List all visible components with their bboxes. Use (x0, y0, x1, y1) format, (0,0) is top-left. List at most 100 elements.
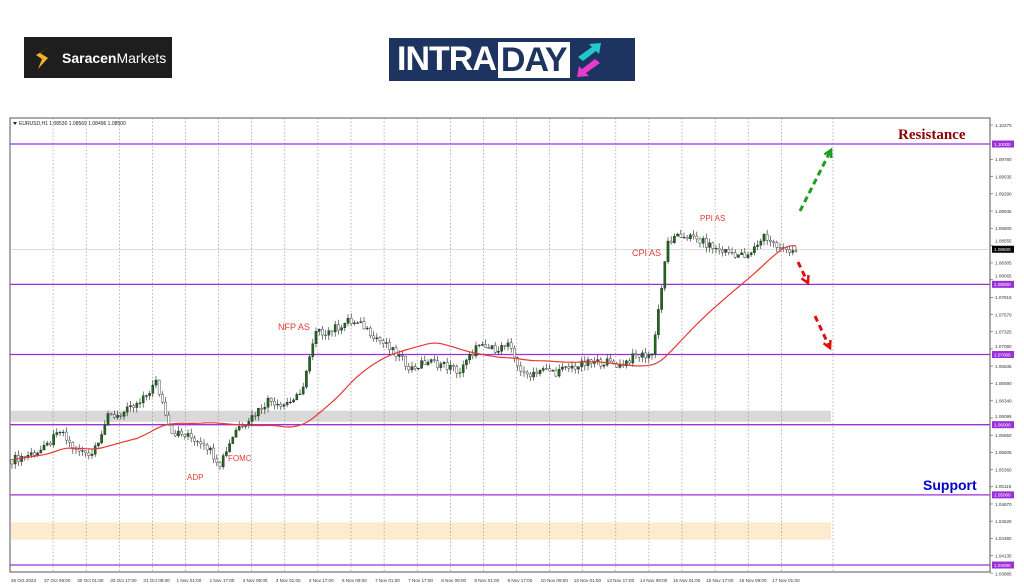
candle-body (196, 440, 199, 443)
candle-body (583, 360, 587, 366)
candle-body (714, 247, 718, 250)
candle-body (260, 407, 263, 410)
candle-body (580, 360, 583, 367)
candle-body (602, 364, 606, 367)
candle-body (733, 252, 737, 258)
candle-body (465, 359, 468, 366)
annotation-adp: ADP (187, 473, 203, 482)
candle-body (359, 321, 363, 323)
level-price-label: 1.07000 (994, 352, 1011, 357)
y-tick-label: 1.07325 (995, 330, 1012, 335)
candle-body (762, 234, 766, 242)
candle-body (548, 368, 551, 372)
candle-body (644, 352, 647, 359)
candle-body (442, 362, 446, 364)
level-price-tag (992, 280, 1014, 288)
candle-body (93, 445, 97, 455)
candle-body (61, 431, 65, 434)
candle-body (653, 334, 657, 355)
candle-body (234, 429, 238, 438)
candle-body (647, 354, 651, 359)
candle-body (173, 433, 177, 437)
candle-body (541, 368, 545, 371)
candle-body (177, 430, 180, 437)
candle-body (116, 415, 119, 418)
y-tick-label: 1.04870 (995, 502, 1012, 507)
candle-body (317, 328, 321, 332)
candle-body (532, 371, 535, 378)
candle-body (167, 414, 171, 426)
x-tick-label: 7 Nov 17:00 (408, 578, 433, 583)
y-tick-label: 1.05115 (995, 484, 1012, 489)
candle-body (45, 442, 49, 446)
candle-body (29, 452, 33, 456)
candle-body (708, 242, 711, 248)
candle-body (55, 432, 59, 435)
level-price-label: 1.08000 (994, 282, 1011, 287)
candle-body (330, 330, 334, 333)
level-price-tag (992, 351, 1014, 359)
candle-body (500, 345, 503, 352)
y-tick-label: 1.08800 (995, 226, 1012, 231)
bullish-arrow-head (823, 147, 833, 159)
candle-body (455, 366, 459, 374)
candle-body (346, 318, 350, 324)
y-tick-label: 1.07815 (995, 295, 1012, 300)
candle-body (756, 244, 759, 247)
annotation-resistance: Resistance (898, 127, 966, 143)
y-tick-label: 1.08555 (995, 239, 1012, 244)
candle-body (362, 321, 366, 330)
bearish-arrow-1-head (800, 274, 810, 286)
y-tick-label: 1.05850 (995, 433, 1012, 438)
x-tick-label: 13 Nov 17:00 (607, 578, 635, 583)
x-tick-label: 1 Nov 17:00 (210, 578, 235, 583)
candle-body (314, 331, 318, 344)
level-price-label: 1.04000 (994, 563, 1011, 568)
symbol-header: EURUSD,H1 1.08530 1.08569 1.08496 1.0850… (19, 121, 126, 127)
candle-body (327, 330, 331, 336)
candle-body (564, 366, 567, 368)
candle-body (676, 233, 679, 237)
candle-body (663, 261, 667, 289)
level-price-tag (992, 491, 1014, 499)
candle-body (778, 247, 782, 249)
y-tick-label: 1.04380 (995, 536, 1012, 541)
candle-body (263, 406, 267, 410)
candle-body (717, 247, 721, 251)
candle-body (426, 361, 430, 366)
candle-body (727, 249, 731, 253)
price-zone (11, 522, 831, 540)
candle-body (225, 451, 228, 456)
saracen-markets-logo: SaracenMarkets (24, 37, 172, 78)
candle-body (487, 347, 491, 349)
annotation-fomc: FOMC (228, 454, 252, 463)
candle-body (545, 368, 548, 370)
candle-body (759, 240, 763, 246)
candle-body (282, 404, 286, 407)
candle-body (570, 365, 574, 369)
x-tick-label: 17 Nov 01:00 (772, 578, 800, 583)
candle-body (266, 397, 270, 408)
x-tick-label: 14 Nov 09:00 (640, 578, 668, 583)
candle-body (449, 365, 452, 370)
candle-body (433, 359, 436, 361)
candle-body (634, 353, 638, 356)
candle-body (39, 449, 43, 454)
candle-body (311, 343, 315, 357)
candle-body (679, 233, 683, 238)
x-tick-label: 1 Nov 01:00 (177, 578, 202, 583)
x-tick-label: 31 Oct 09:00 (143, 578, 170, 583)
candle-body (506, 342, 510, 347)
candle-body (439, 363, 443, 368)
candle-body (273, 401, 276, 406)
candle-body (183, 433, 187, 437)
candle-body (551, 369, 555, 372)
candle-body (269, 397, 273, 402)
candle-body (525, 371, 529, 375)
bearish-arrow-1 (796, 261, 810, 284)
y-tick-label: 1.09535 (995, 174, 1012, 179)
candle-body (397, 354, 401, 357)
candle-body (129, 405, 132, 408)
candle-body (157, 379, 161, 395)
